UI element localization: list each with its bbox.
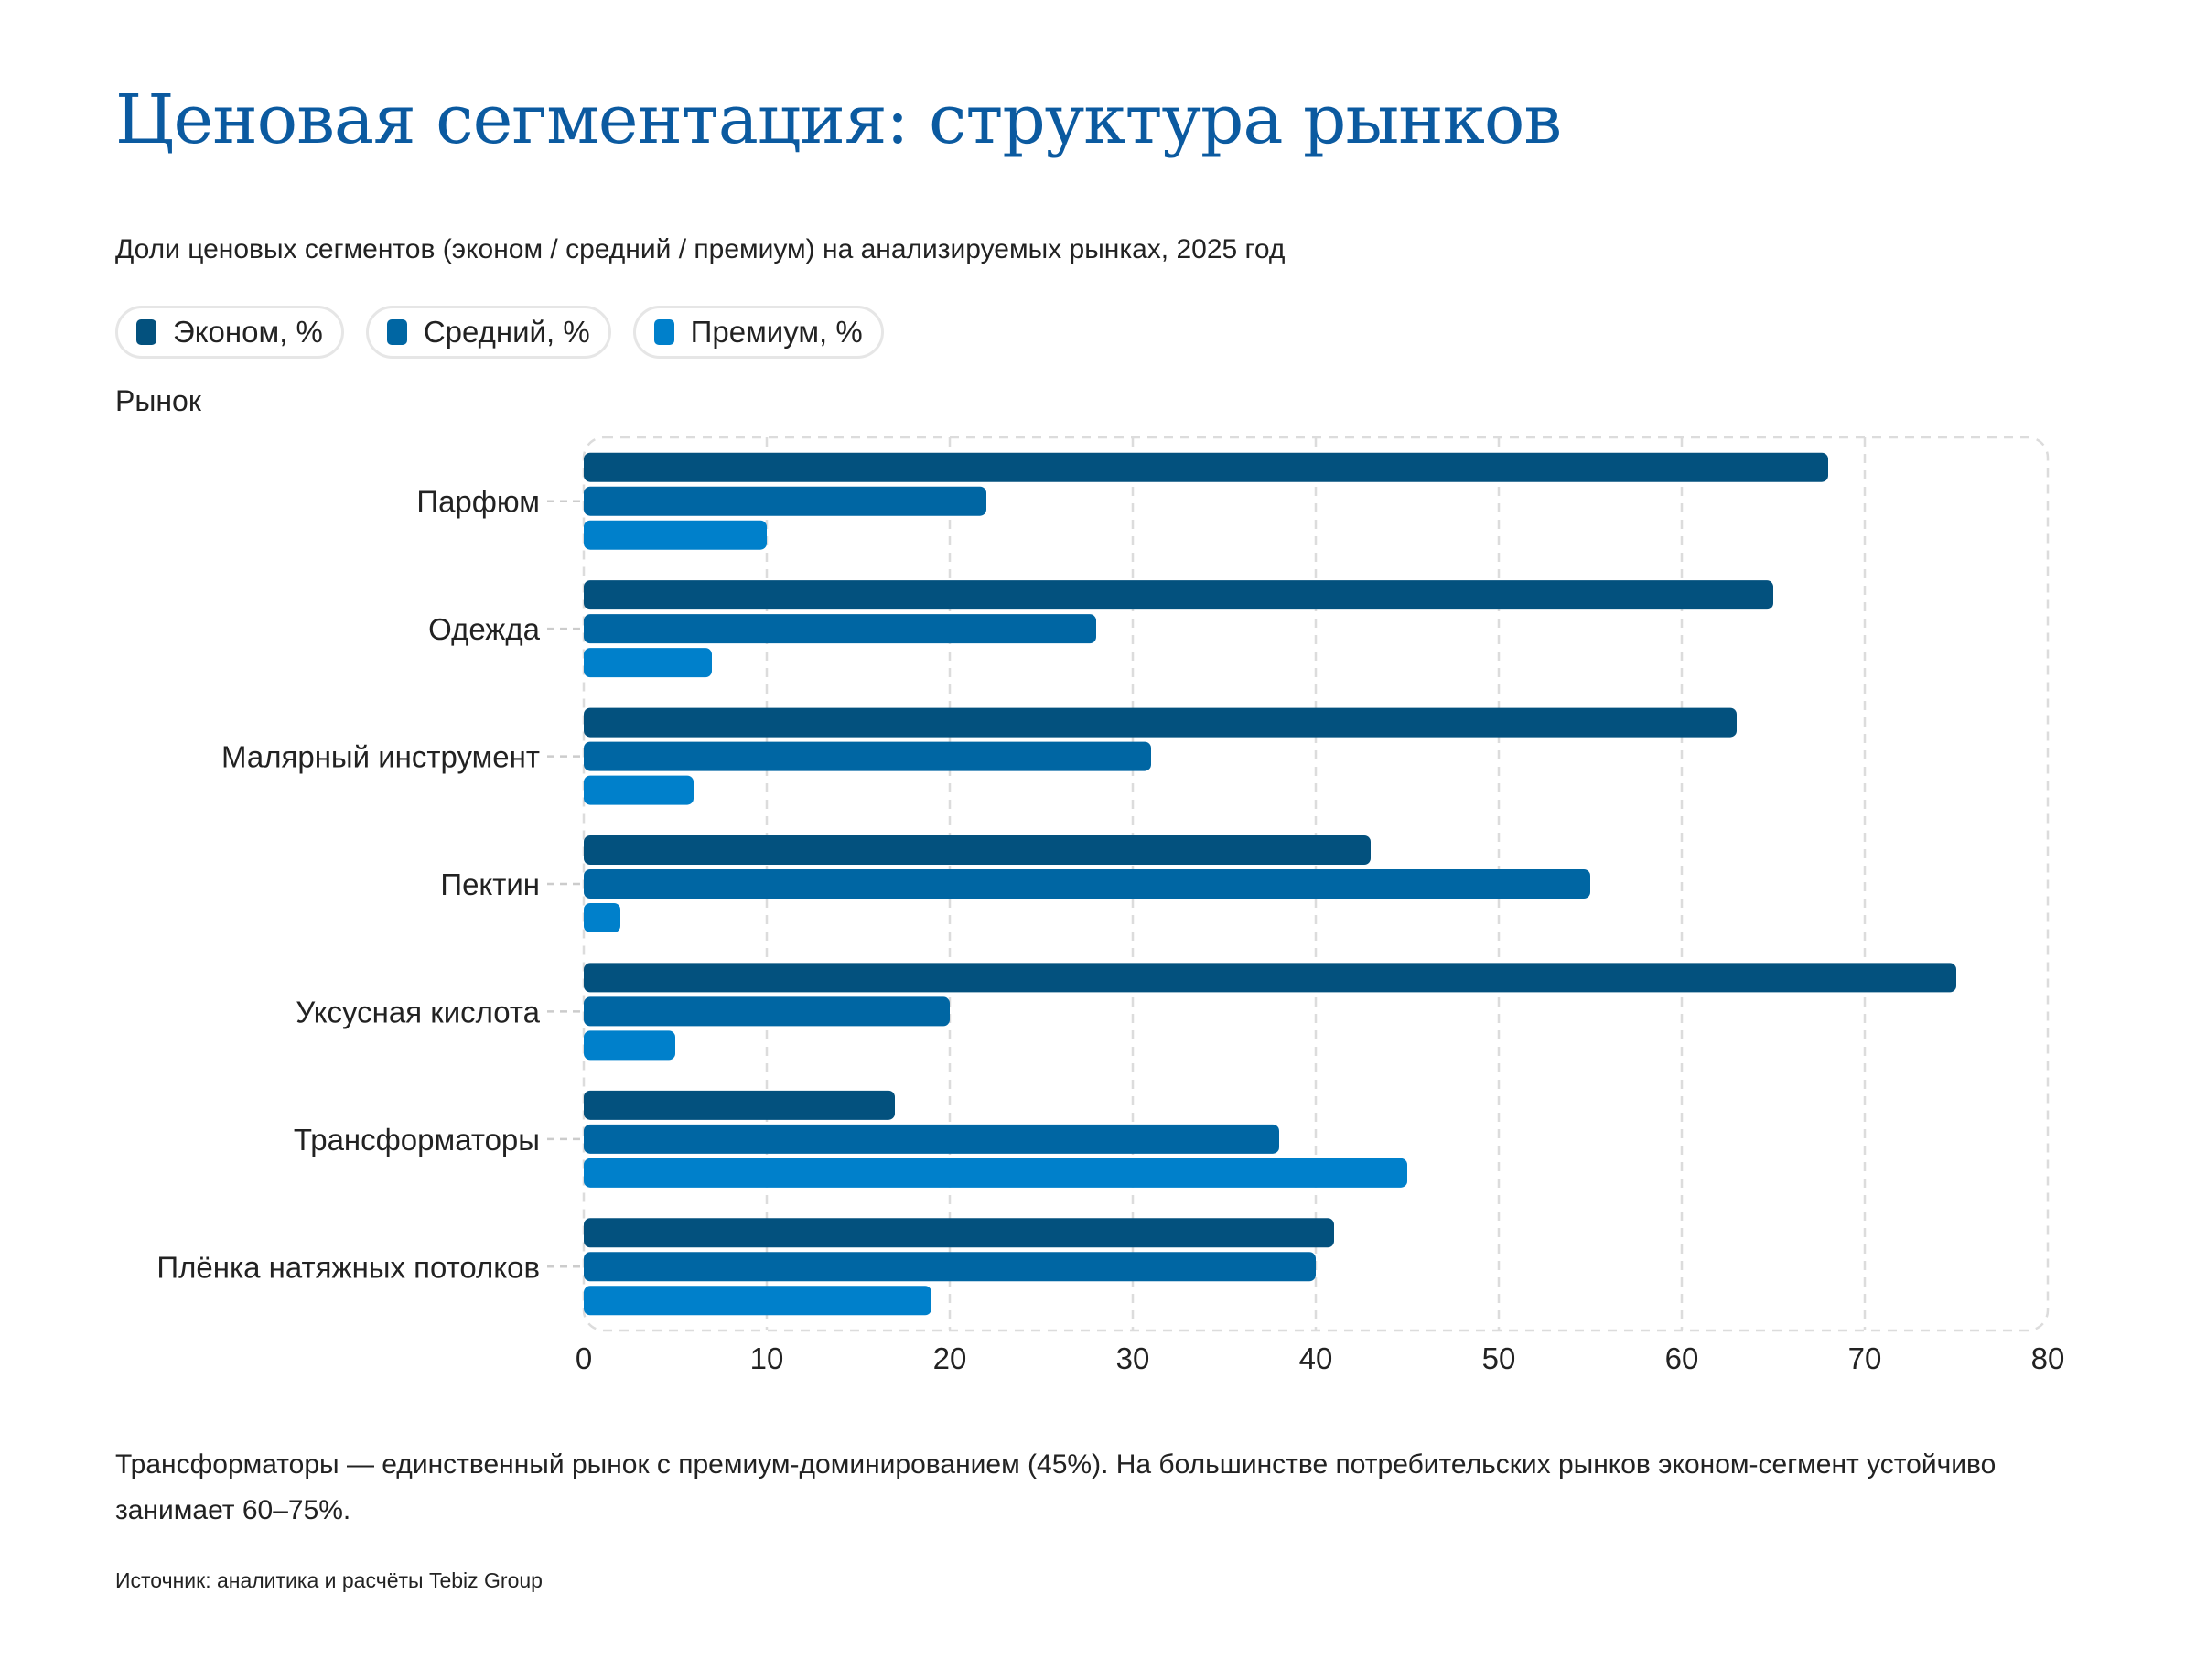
bar-econom xyxy=(584,452,1828,482)
legend-item-middle[interactable]: Средний, % xyxy=(365,306,611,359)
x-tick-label: 40 xyxy=(1299,1341,1333,1375)
bar-econom xyxy=(584,1218,1334,1248)
bar-premium xyxy=(584,1030,675,1061)
legend: Эконом, % Средний, % Премиум, % xyxy=(115,306,884,359)
bar-econom xyxy=(584,707,1737,738)
bar-middle xyxy=(584,741,1151,771)
x-tick-label: 10 xyxy=(750,1341,784,1375)
bar-premium xyxy=(584,775,694,805)
category-label: Пектин xyxy=(440,867,540,901)
y-axis-title: Рынок xyxy=(115,384,201,417)
bar-middle xyxy=(584,486,986,516)
x-tick-label: 50 xyxy=(1482,1341,1516,1375)
category-label: Плёнка натяжных потолков xyxy=(156,1250,540,1284)
category-label: Малярный инструмент xyxy=(221,740,540,774)
bar-premium xyxy=(584,1158,1407,1188)
category-label: Трансформаторы xyxy=(294,1123,540,1157)
legend-swatch xyxy=(386,319,407,345)
bar-premium xyxy=(584,1286,931,1316)
legend-item-premium[interactable]: Премиум, % xyxy=(632,306,884,359)
legend-label: Премиум, % xyxy=(690,315,863,349)
page-title: Ценовая сегментация: структура рынков xyxy=(115,81,1562,159)
bar-econom xyxy=(584,963,1956,993)
legend-swatch xyxy=(653,319,674,345)
category-label: Одежда xyxy=(428,612,541,646)
bar-econom xyxy=(584,835,1371,865)
legend-label: Эконом, % xyxy=(173,315,323,349)
bar-econom xyxy=(584,1090,895,1120)
x-tick-label: 20 xyxy=(933,1341,967,1375)
category-label: Уксусная кислота xyxy=(296,995,540,1028)
source-text: Источник: аналитика и расчёты Tebiz Grou… xyxy=(115,1568,543,1592)
x-tick-label: 70 xyxy=(1848,1341,1882,1375)
bar-middle xyxy=(584,1252,1316,1282)
legend-swatch xyxy=(136,319,156,345)
bar-premium xyxy=(584,520,767,550)
bar-premium xyxy=(584,903,620,932)
bar-econom xyxy=(584,580,1773,610)
bar-middle xyxy=(584,869,1590,899)
chart-note: Трансформаторы — единственный рынок с пр… xyxy=(115,1449,1997,1525)
x-tick-label: 80 xyxy=(2031,1341,2065,1375)
x-tick-label: 0 xyxy=(576,1341,592,1375)
bar-middle xyxy=(584,1124,1279,1154)
bar-premium xyxy=(584,648,712,678)
bar-middle xyxy=(584,614,1096,644)
x-tick-label: 60 xyxy=(1665,1341,1699,1375)
bar-middle xyxy=(584,996,950,1027)
legend-label: Средний, % xyxy=(423,315,590,349)
chart-subtitle: Доли ценовых сегментов (эконом / средний… xyxy=(115,234,1286,264)
category-label: Парфюм xyxy=(416,485,540,519)
legend-item-econom[interactable]: Эконом, % xyxy=(115,306,344,359)
x-tick-label: 30 xyxy=(1116,1341,1150,1375)
